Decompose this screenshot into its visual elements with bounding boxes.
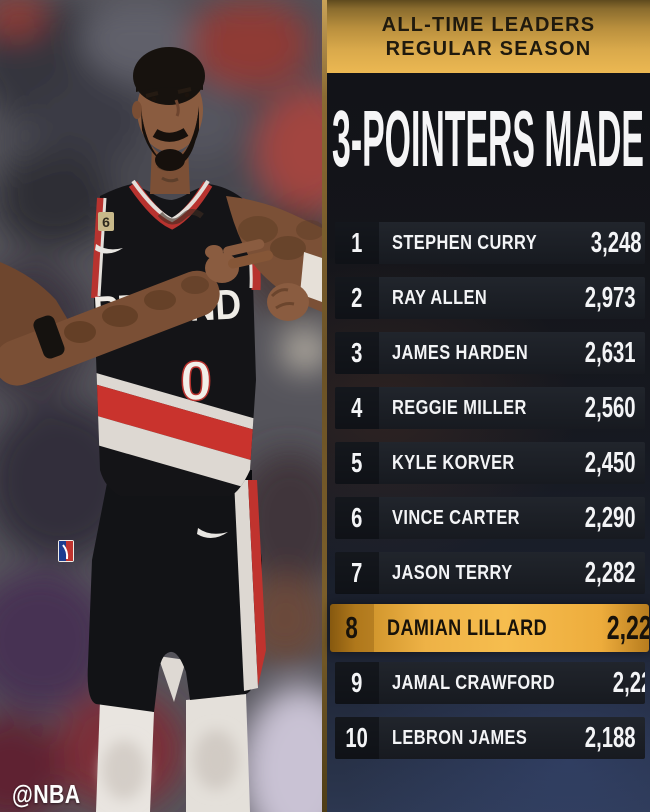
gold-divider-strip bbox=[322, 0, 327, 812]
player-name: VINCE CARTER bbox=[392, 506, 520, 529]
player-name-cell: RAY ALLEN bbox=[379, 277, 563, 319]
player-name-cell: KYLE KORVER bbox=[379, 442, 563, 484]
player-name: LEBRON JAMES bbox=[392, 726, 528, 749]
stat-value: 2,290 bbox=[585, 501, 636, 534]
player-left-arm bbox=[226, 196, 322, 321]
stat-value: 2,560 bbox=[585, 391, 636, 424]
player-name: REGGIE MILLER bbox=[392, 396, 527, 419]
rank-value: 5 bbox=[351, 447, 363, 478]
stat-value: 2,631 bbox=[585, 336, 636, 369]
rank-value: 4 bbox=[351, 392, 363, 423]
player-name: DAMIAN LILLARD bbox=[387, 615, 548, 640]
leaderboard-row-3: 3 JAMES HARDEN 2,631 bbox=[335, 332, 645, 374]
rank-value: 1 bbox=[351, 227, 363, 258]
rank-cell: 6 bbox=[335, 497, 379, 539]
jersey-number: 0 bbox=[180, 349, 212, 412]
stat-value: 2,222 bbox=[606, 609, 649, 646]
nba-logo-icon bbox=[58, 540, 74, 562]
player-name-cell: LEBRON JAMES bbox=[379, 717, 563, 759]
player-name-cell: REGGIE MILLER bbox=[379, 387, 563, 429]
player-name: JASON TERRY bbox=[392, 561, 513, 584]
rank-cell: 8 bbox=[330, 604, 374, 652]
jersey-patch-number: 6 bbox=[102, 214, 110, 230]
player-name: KYLE KORVER bbox=[392, 451, 515, 474]
player-name: JAMAL CRAWFORD bbox=[392, 671, 556, 694]
rank-value: 3 bbox=[351, 337, 363, 368]
stat-cell: 3,248 bbox=[569, 222, 645, 264]
rank-value: 10 bbox=[345, 722, 369, 753]
header-ribbon: ALL-TIME LEADERS REGULAR SEASON bbox=[327, 0, 650, 73]
rank-cell: 7 bbox=[335, 552, 379, 594]
stat-cell: 2,973 bbox=[563, 277, 645, 319]
nike-swoosh-chest-icon bbox=[95, 244, 123, 254]
rank-cell: 4 bbox=[335, 387, 379, 429]
stat-cell: 2,631 bbox=[563, 332, 645, 374]
player-name: JAMES HARDEN bbox=[392, 341, 529, 364]
rank-value: 6 bbox=[351, 502, 363, 533]
leaderboard-row-8-highlighted: 8 DAMIAN LILLARD 2,222 bbox=[330, 604, 649, 652]
stat-value: 2,221 bbox=[612, 666, 645, 699]
leaderboard-row-5: 5 KYLE KORVER 2,450 bbox=[335, 442, 645, 484]
leaderboard-row-6: 6 VINCE CARTER 2,290 bbox=[335, 497, 645, 539]
player-head bbox=[132, 47, 205, 194]
leaderboard-row-10: 10 LEBRON JAMES 2,188 bbox=[335, 717, 645, 759]
player-name-cell: JAMES HARDEN bbox=[379, 332, 563, 374]
stat-value: 2,450 bbox=[585, 446, 636, 479]
stat-cell: 2,188 bbox=[563, 717, 645, 759]
player-photo-illustration: RTLAND 0 6 bbox=[0, 0, 322, 812]
rank-cell: 5 bbox=[335, 442, 379, 484]
header-line-2: REGULAR SEASON bbox=[385, 37, 592, 60]
player-name-cell: JASON TERRY bbox=[379, 552, 563, 594]
player-right-arm bbox=[0, 239, 274, 386]
rank-value: 2 bbox=[351, 282, 363, 313]
player-legs bbox=[96, 656, 250, 812]
stat-value: 2,188 bbox=[585, 721, 636, 754]
rank-cell: 9 bbox=[335, 662, 379, 704]
player-name: RAY ALLEN bbox=[392, 286, 488, 309]
player-name: STEPHEN CURRY bbox=[392, 231, 538, 254]
stat-cell: 2,221 bbox=[591, 662, 645, 704]
rank-cell: 2 bbox=[335, 277, 379, 319]
leaderboard: 1 STEPHEN CURRY 3,248 2 RAY ALLEN 2,973 … bbox=[330, 222, 649, 759]
leaderboard-row-7: 7 JASON TERRY 2,282 bbox=[335, 552, 645, 594]
wrist-tape bbox=[300, 252, 322, 302]
shorts-side-stripe-red bbox=[248, 480, 266, 686]
stat-cell: 2,282 bbox=[563, 552, 645, 594]
stat-cell: 2,450 bbox=[563, 442, 645, 484]
stat-cell: 2,290 bbox=[563, 497, 645, 539]
stats-panel: ALL-TIME LEADERS REGULAR SEASON 3-POINTE… bbox=[327, 0, 650, 812]
header-line-1: ALL-TIME LEADERS bbox=[381, 13, 596, 36]
stat-value: 2,973 bbox=[585, 281, 636, 314]
player-name-cell: JAMAL CRAWFORD bbox=[379, 662, 591, 704]
rank-cell: 3 bbox=[335, 332, 379, 374]
player-name-cell: DAMIAN LILLARD bbox=[374, 604, 582, 652]
leaderboard-row-2: 2 RAY ALLEN 2,973 bbox=[335, 277, 645, 319]
rank-cell: 10 bbox=[335, 717, 379, 759]
stat-value: 3,248 bbox=[590, 226, 642, 259]
stat-value: 2,282 bbox=[585, 556, 636, 589]
rank-value: 9 bbox=[351, 667, 363, 698]
player-photo: RTLAND 0 6 bbox=[0, 0, 322, 812]
player-name-cell: STEPHEN CURRY bbox=[379, 222, 569, 264]
shorts-side-stripe-white bbox=[234, 480, 258, 691]
page-title: 3-POINTERS MADE bbox=[327, 94, 650, 183]
rank-value: 8 bbox=[345, 610, 359, 645]
stat-cell: 2,222 bbox=[582, 604, 649, 652]
wristband bbox=[33, 315, 65, 359]
leaderboard-row-9: 9 JAMAL CRAWFORD 2,221 bbox=[335, 662, 645, 704]
leaderboard-row-1: 1 STEPHEN CURRY 3,248 bbox=[335, 222, 645, 264]
nba-watermark: @NBA bbox=[12, 779, 81, 809]
page-title-text: 3-POINTERS MADE bbox=[332, 96, 644, 180]
rank-cell: 1 bbox=[335, 222, 379, 264]
nike-swoosh-icon bbox=[197, 528, 228, 539]
jersey-patch bbox=[98, 212, 114, 231]
leaderboard-row-4: 4 REGGIE MILLER 2,560 bbox=[335, 387, 645, 429]
rank-value: 7 bbox=[351, 557, 363, 588]
player-name-cell: VINCE CARTER bbox=[379, 497, 563, 539]
stat-cell: 2,560 bbox=[563, 387, 645, 429]
